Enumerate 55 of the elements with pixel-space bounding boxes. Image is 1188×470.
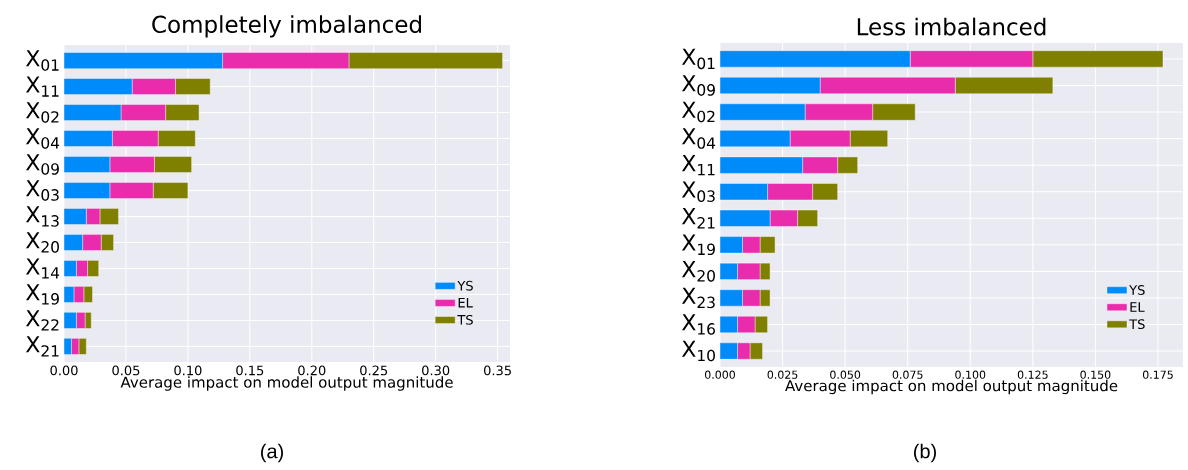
x-axis-title: Average impact on model output magnitude (120, 376, 453, 391)
chart-title: Completely imbalanced (152, 15, 421, 38)
legend-label: YS (457, 280, 473, 291)
x-tick-label: 0.050 (830, 370, 861, 379)
y-tick-label: X$_{11}$ (25, 76, 59, 97)
y-tick-label: X$_{02}$ (25, 102, 59, 123)
x-tick-label: 0.05 (112, 365, 140, 376)
y-tick-label: X$_{03}$ (25, 180, 59, 201)
x-tick-label: 0.10 (174, 365, 202, 376)
y-tick-label: X$_{21}$ (25, 336, 59, 357)
x-tick-label: 0.30 (422, 365, 450, 376)
legend-label: YS (1129, 285, 1145, 295)
y-tick-label: X$_{13}$ (25, 206, 59, 227)
y-tick-label: X$_{01}$ (681, 48, 715, 70)
y-tick-label: X$_{02}$ (681, 101, 715, 123)
y-tick-label: X$_{10}$ (681, 340, 715, 362)
x-axis-title: Average impact on model output magnitude (785, 379, 1118, 395)
y-tick-label: X$_{14}$ (25, 258, 60, 279)
x-tick-label: 0.35 (484, 365, 511, 376)
x-tick-label: 0.15 (236, 365, 264, 376)
y-tick-label: X$_{19}$ (681, 234, 715, 256)
x-tick-label: 0.125 (1017, 370, 1048, 379)
y-tick-label: X$_{09}$ (25, 154, 59, 175)
y-tick-label: X$_{16}$ (681, 314, 715, 335)
y-tick-label: X$_{01}$ (25, 50, 59, 71)
y-tick-label: X$_{04}$ (681, 128, 716, 149)
y-tick-label: X$_{21}$ (681, 208, 715, 229)
legend-label: EL (458, 297, 473, 308)
x-tick-label: 0.20 (298, 365, 326, 376)
x-tick-label: 0.25 (360, 365, 388, 376)
text: (a) (261, 443, 283, 463)
x-tick-label: 0.175 (1142, 370, 1173, 379)
x-tick-label: 0.025 (767, 370, 798, 379)
x-tick-label: 0.00 (50, 365, 78, 376)
y-tick-label: X$_{20}$ (25, 232, 59, 253)
y-tick-label: X$_{19}$ (25, 284, 59, 305)
y-tick-label: X$_{20}$ (681, 261, 715, 282)
x-tick-label: 0.100 (955, 370, 986, 379)
y-tick-label: X$_{23}$ (681, 287, 715, 309)
text: (b) (914, 443, 936, 463)
y-tick-label: X$_{04}$ (25, 128, 60, 149)
bar (720, 289, 743, 307)
y-tick-label: X$_{11}$ (681, 155, 715, 176)
legend-label: TS (457, 314, 473, 325)
x-tick-label: 0.075 (892, 370, 923, 379)
legend-label: EL (1130, 302, 1145, 312)
bar (720, 103, 806, 121)
bar (720, 50, 911, 68)
x-tick-label: 0.000 (704, 370, 735, 379)
x-tick-label: 0.150 (1080, 370, 1111, 379)
legend-label: TS (1129, 319, 1145, 330)
y-tick-label: X$_{09}$ (681, 75, 715, 96)
y-tick-label: X$_{03}$ (681, 181, 715, 202)
y-tick-label: X$_{22}$ (25, 310, 59, 331)
chart-title: Less imbalanced (857, 17, 1046, 36)
